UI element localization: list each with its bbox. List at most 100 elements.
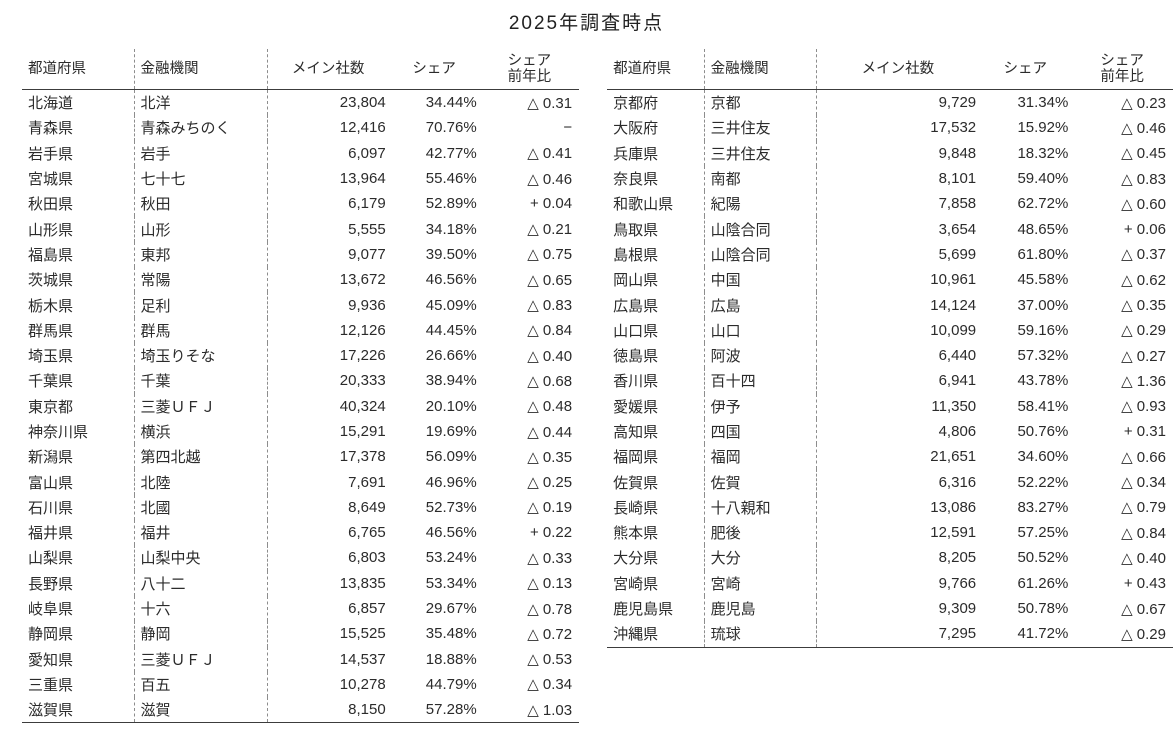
cell-main_count: 13,835 [266, 570, 389, 596]
cell-share_yoy: △ 0.35 [527, 448, 573, 466]
cell-main_count: 12,126 [266, 317, 389, 343]
table-row: 広島県 広島 14,124 37.00% △ 0.35 [607, 292, 1173, 318]
cell-bank: 中国 [703, 267, 817, 293]
cell-bank: 横浜 [133, 418, 268, 445]
cell-bank: 百十四 [703, 368, 817, 394]
cell-main_count: 13,086 [815, 494, 980, 521]
cell-main_count: 4,806 [815, 418, 980, 445]
prefecture-bank-share-table-right: 都道府県 金融機関 メイン社数 シェア シェア 前年比 京都府 京都 9,729 31.34% △… [607, 49, 1173, 648]
cell-share: 58.41% [1017, 397, 1069, 415]
cell-bank: 山陰合同 [703, 216, 817, 242]
tables-container: 都道府県 金融機関 メイン社数 シェア シェア 前年比 北海道 北洋 23,804 34.44%… [0, 49, 1173, 724]
cell-main_count: 13,672 [266, 267, 389, 293]
table-row: 香川県 百十四 6,941 43.78% △ 1.36 [607, 368, 1173, 394]
cell-pref: 石川県 [28, 499, 74, 517]
cell-bank: 佐賀 [703, 469, 817, 495]
cell-pref: 鹿児島県 [613, 601, 674, 619]
cell-bank: 福岡 [703, 444, 817, 470]
cell-bank: 南都 [703, 165, 817, 192]
cell-pref: 北海道 [28, 95, 74, 113]
cell-share_yoy: △ 0.84 [1121, 524, 1166, 542]
column-header-bank: 金融機関 [703, 49, 817, 90]
cell-share: 56.09% [425, 448, 477, 466]
cell-main_count: 6,941 [815, 368, 980, 394]
cell-share: 46.56% [425, 271, 477, 289]
cell-main_count: 6,179 [266, 191, 389, 217]
cell-bank: 紀陽 [703, 191, 817, 217]
cell-pref: 香川県 [613, 373, 659, 391]
table-row: 岡山県 中国 10,961 45.58% △ 0.62 [607, 267, 1173, 293]
cell-main_count: 6,440 [815, 342, 980, 369]
cell-pref: 佐賀県 [613, 474, 659, 492]
cell-pref: 山形県 [28, 221, 74, 239]
cell-pref: 新潟県 [28, 449, 74, 467]
cell-pref: 鳥取県 [613, 221, 659, 239]
table-row: 宮城県 七十七 13,964 55.46% △ 0.46 [22, 165, 579, 192]
cell-bank: 滋賀 [133, 697, 268, 724]
table-row: 東京都 三菱ＵＦＪ 40,324 20.10% △ 0.48 [22, 393, 579, 419]
cell-pref: 徳島県 [613, 348, 659, 366]
cell-pref: 三重県 [28, 676, 74, 694]
cell-bank: 宮崎 [703, 570, 817, 596]
cell-share: 83.27% [1017, 498, 1069, 516]
cell-share_yoy: △ 0.62 [1121, 271, 1166, 289]
cell-pref: 大阪府 [613, 120, 659, 138]
cell-share: 45.09% [425, 296, 477, 314]
cell-share: 42.77% [425, 144, 477, 162]
cell-share: 48.65% [1017, 220, 1069, 238]
cell-pref: 宮城県 [28, 171, 74, 189]
table-row: 石川県 北國 8,649 52.73% △ 0.19 [22, 494, 579, 521]
cell-main_count: 9,077 [266, 241, 389, 268]
cell-bank: 百五 [133, 671, 268, 698]
cell-share_yoy: △ 0.31 [527, 94, 573, 112]
table-row: 熊本県 肥後 12,591 57.25% △ 0.84 [607, 520, 1173, 546]
table-row: 山形県 山形 5,555 34.18% △ 0.21 [22, 216, 579, 242]
cell-main_count: 9,848 [815, 140, 980, 166]
table-row: 静岡県 静岡 15,525 35.48% △ 0.72 [22, 621, 579, 647]
cell-main_count: 6,803 [266, 545, 389, 571]
cell-share_yoy: △ 0.40 [1121, 549, 1166, 567]
table-row: 福島県 東邦 9,077 39.50% △ 0.75 [22, 241, 579, 268]
cell-bank: 青森みちのく [133, 115, 268, 141]
cell-main_count: 9,936 [266, 292, 389, 318]
cell-main_count: 15,525 [266, 621, 389, 647]
cell-share: 34.18% [425, 220, 477, 238]
table-row: 和歌山県 紀陽 7,858 62.72% △ 0.60 [607, 191, 1173, 217]
cell-share: 19.69% [425, 423, 477, 440]
cell-pref: 福島県 [28, 246, 74, 264]
cell-main_count: 6,097 [266, 140, 389, 166]
cell-share_yoy: △ 0.45 [1121, 145, 1166, 163]
cell-share_yoy: + 0.43 [1123, 574, 1166, 592]
table-row: 奈良県 南都 8,101 59.40% △ 0.83 [607, 165, 1173, 192]
cell-share_yoy: △ 0.46 [1121, 119, 1166, 137]
cell-share: 46.96% [425, 473, 477, 491]
cell-share_yoy: △ 0.41 [527, 145, 573, 163]
cell-share: 59.16% [1017, 321, 1069, 339]
cell-pref: 兵庫県 [613, 145, 659, 163]
cell-bank: 山口 [703, 317, 817, 343]
cell-bank: 千葉 [133, 368, 268, 394]
cell-share_yoy: △ 0.34 [527, 676, 573, 694]
cell-share: 18.88% [425, 650, 477, 668]
cell-share_yoy: △ 0.40 [527, 347, 573, 365]
cell-pref: 滋賀県 [22, 697, 135, 724]
cell-share_yoy: △ 0.29 [1071, 621, 1173, 648]
column-header-main_count: メイン社数 [815, 49, 980, 90]
cell-share: 31.34% [1017, 94, 1069, 112]
cell-pref: 福岡県 [613, 449, 659, 467]
cell-main_count: 12,416 [266, 115, 389, 141]
header-row: 都道府県 金融機関 メイン社数 シェア シェア 前年比 [22, 49, 580, 90]
cell-pref: 長野県 [28, 575, 74, 593]
cell-main_count: 23,804 [266, 89, 389, 116]
cell-share_yoy: △ 0.34 [1121, 474, 1166, 492]
cell-share_yoy: △ 0.37 [1121, 246, 1166, 264]
cell-share: 70.76% [425, 119, 477, 137]
cell-share: 53.24% [425, 549, 477, 567]
header-row: 都道府県 金融機関 メイン社数 シェア シェア 前年比 [607, 49, 1173, 90]
cell-main_count: 6,857 [266, 595, 389, 622]
cell-share: 20.10% [425, 397, 477, 415]
cell-share: 62.72% [1017, 195, 1069, 213]
cell-pref: 静岡県 [28, 626, 74, 644]
cell-main_count: 8,150 [266, 697, 389, 724]
